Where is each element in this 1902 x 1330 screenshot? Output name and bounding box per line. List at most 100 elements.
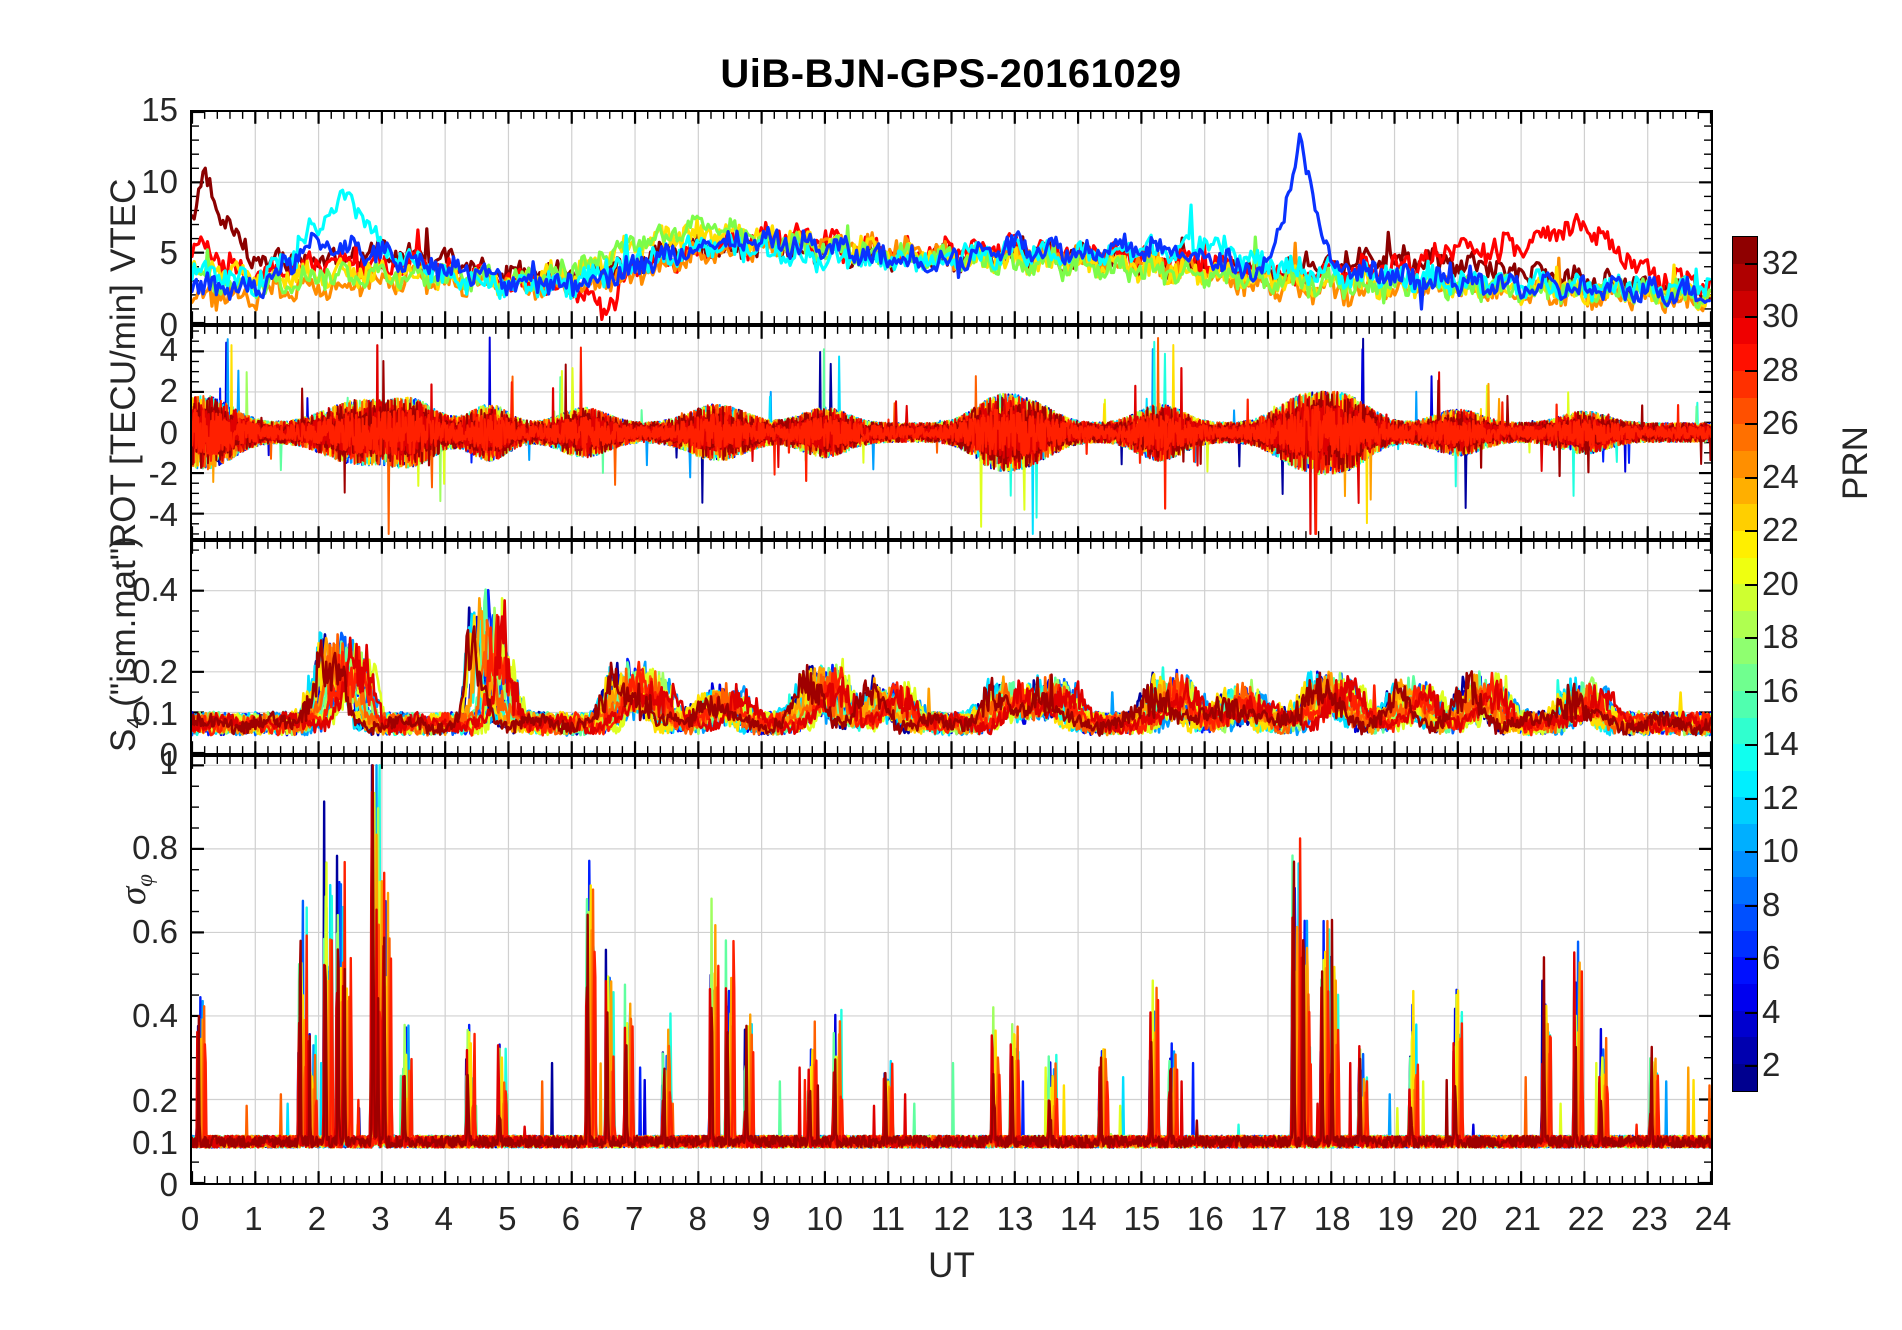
colorbar-tick-mark — [1745, 744, 1758, 747]
colorbar-segment — [1733, 983, 1757, 1011]
colorbar-segment — [1733, 850, 1757, 878]
x-tick-label: 8 — [688, 1200, 707, 1237]
colorbar-segment — [1733, 316, 1757, 345]
x-tick-label: 9 — [751, 1200, 771, 1237]
colorbar-tick-label: 10 — [1762, 832, 1799, 870]
y-tick-label: 0 — [159, 736, 178, 773]
y-tick-label: 10 — [141, 162, 178, 200]
colorbar-tick-label: 4 — [1762, 992, 1781, 1030]
panel-rot — [190, 325, 1713, 540]
colorbar-segment — [1733, 343, 1757, 371]
x-tick-label: 11 — [870, 1200, 906, 1237]
panel-sigma-phi — [190, 755, 1713, 1185]
x-tick-label: 1 — [244, 1200, 263, 1237]
colorbar-tick-mark — [1745, 369, 1758, 372]
colorbar-segment — [1733, 237, 1757, 265]
colorbar-segment — [1733, 290, 1757, 318]
x-tick-label: 18 — [1313, 1200, 1351, 1237]
colorbar-segment — [1733, 690, 1757, 718]
colorbar-segment — [1733, 450, 1757, 478]
x-tick-label: 7 — [625, 1200, 644, 1237]
colorbar-segment — [1733, 370, 1757, 398]
colorbar-segment — [1733, 583, 1757, 611]
colorbar-segment — [1733, 796, 1757, 825]
page-title: UiB-BJN-GPS-20161029 — [720, 52, 1182, 96]
colorbar-tick-mark — [1745, 262, 1758, 265]
x-tick-label: 13 — [996, 1200, 1034, 1237]
panel-s4 — [190, 540, 1713, 755]
colorbar-tick-label: 18 — [1762, 618, 1799, 656]
colorbar-tick-label: 16 — [1762, 671, 1799, 709]
colorbar-tick-label: 14 — [1762, 725, 1799, 763]
colorbar-tick-mark — [1745, 423, 1758, 426]
y-tick-label: 0.1 — [132, 694, 178, 732]
colorbar-segment — [1733, 636, 1757, 665]
x-tick-label: 22 — [1567, 1200, 1605, 1237]
x-tick-label: 12 — [933, 1200, 970, 1237]
colorbar-tick-label: 12 — [1762, 778, 1799, 816]
colorbar-segment — [1733, 423, 1757, 451]
colorbar-segment — [1733, 930, 1757, 958]
colorbar-tick-mark — [1745, 476, 1758, 479]
colorbar-segment — [1733, 396, 1757, 425]
x-tick-label: 5 — [498, 1200, 517, 1237]
colorbar-segment — [1733, 823, 1757, 851]
colorbar-tick-mark — [1745, 958, 1758, 961]
colorbar-segment — [1733, 903, 1757, 931]
colorbar-segment — [1733, 716, 1757, 745]
colorbar-tick-mark — [1745, 530, 1758, 533]
y-tick-label: 4 — [159, 330, 178, 368]
colorbar-segment — [1733, 503, 1757, 531]
y-tick-label: -4 — [148, 496, 178, 534]
y-tick-label: 0.2 — [132, 1081, 178, 1119]
colorbar-tick-mark — [1745, 1011, 1758, 1014]
ylabel-sigma-phi: σφ — [113, 874, 157, 905]
x-tick-label: 20 — [1440, 1200, 1478, 1237]
y-tick-label: 0 — [159, 1166, 178, 1203]
y-tick-label: 0 — [159, 413, 178, 451]
y-tick-label: 0.6 — [132, 913, 178, 951]
colorbar-segment — [1733, 770, 1757, 798]
x-tick-label: 10 — [806, 1200, 843, 1237]
y-tick-label: -2 — [148, 454, 178, 492]
x-tick-label: 6 — [561, 1200, 580, 1237]
x-tick-label: 17 — [1250, 1200, 1288, 1237]
colorbar-tick-label: 22 — [1762, 511, 1799, 549]
y-tick-label: 2 — [159, 372, 178, 410]
y-tick-label: 0.4 — [132, 997, 178, 1035]
x-tick-label: 21 — [1504, 1200, 1541, 1237]
y-tick-label: 15 — [141, 91, 178, 128]
colorbar-segment — [1733, 663, 1757, 691]
colorbar-tick-mark — [1745, 851, 1758, 854]
colorbar-tick-label: 30 — [1762, 297, 1799, 335]
y-tick-label: 1 — [159, 744, 178, 782]
colorbar-tick-label: 24 — [1762, 457, 1799, 495]
colorbar-segment — [1733, 263, 1757, 291]
y-tick-label: 5 — [159, 234, 178, 272]
colorbar-tick-mark — [1745, 637, 1758, 640]
colorbar-tick-label: 20 — [1762, 564, 1799, 602]
x-tick-label: 16 — [1186, 1200, 1224, 1237]
colorbar-segment — [1733, 476, 1757, 505]
x-tick-label: 15 — [1123, 1200, 1161, 1237]
colorbar-segment — [1733, 1036, 1757, 1065]
colorbar-segment — [1733, 876, 1757, 905]
y-tick-label: 0.8 — [132, 828, 178, 866]
colorbar-tick-label: 8 — [1762, 885, 1781, 923]
colorbar-prn — [1732, 236, 1758, 1092]
colorbar-segment — [1733, 1010, 1757, 1038]
colorbar-segment — [1733, 743, 1757, 771]
x-tick-label: 4 — [434, 1200, 454, 1237]
y-tick-label: 0.4 — [132, 570, 178, 608]
colorbar-tick-label: 2 — [1762, 1046, 1781, 1084]
colorbar-tick-mark — [1745, 583, 1758, 586]
colorbar-label: PRN — [1836, 426, 1875, 500]
y-tick-label: 0.1 — [132, 1123, 178, 1161]
colorbar-tick-mark — [1745, 1065, 1758, 1068]
x-tick-label: 2 — [307, 1200, 327, 1237]
xlabel-ut: UT — [928, 1246, 975, 1285]
colorbar-tick-mark — [1745, 316, 1758, 319]
colorbar-segment — [1733, 1063, 1757, 1091]
colorbar-tick-label: 6 — [1762, 939, 1781, 977]
panel-vtec — [190, 110, 1713, 325]
